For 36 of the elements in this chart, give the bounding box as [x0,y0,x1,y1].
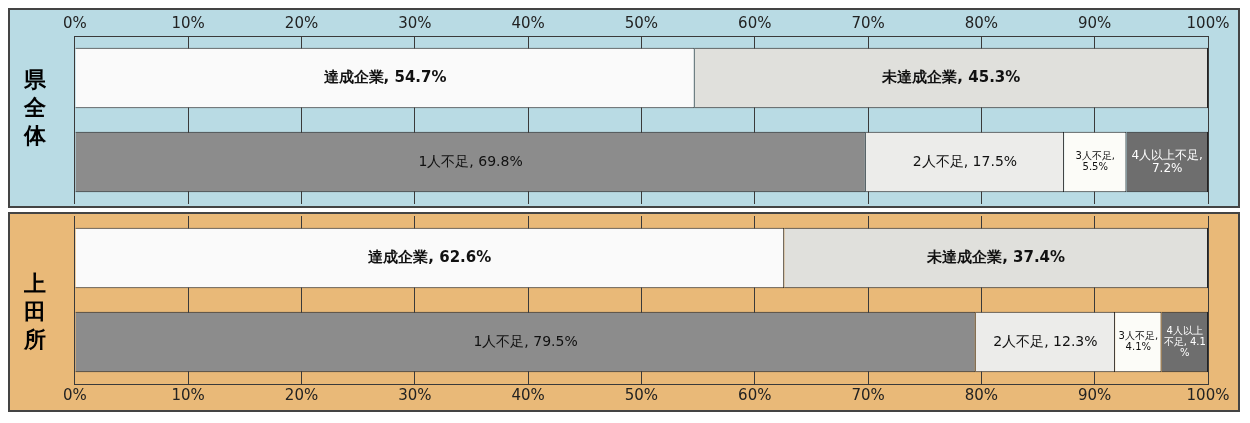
x2-tick-label: 80% [964,13,999,32]
x2-tick-label: 0% [63,13,87,32]
data-label: 3人不足, 5.5% [1075,150,1116,173]
data-label: 達成企業, 54.7% [322,67,447,86]
data-label: 達成企業, 62.6% [367,247,492,266]
data-label: 4人以上不足, 4.1% [1163,324,1206,358]
data-label: 2人不足, 12.3% [993,332,1098,349]
data-label: 未達成企業, 37.4% [926,247,1066,266]
data-label: 3人不足, 4.1% [1118,330,1159,353]
x-tick-label: 0% [63,385,87,404]
x2-tick-label: 50% [624,13,659,32]
x-tick-label: 20% [284,385,319,404]
x-tick-label: 40% [511,385,545,404]
text: 県全体 [22,66,47,150]
x-tick-label: 90% [1078,385,1112,404]
x2-tick-label: 90% [1078,13,1112,32]
x2-tick-label: 60% [738,13,772,32]
x-tick-label: 70% [851,385,885,404]
x2-tick-label: 10% [171,13,205,32]
x2-tick-label: 40% [511,13,545,32]
x-tick-label: 10% [171,385,205,404]
data-label: 1人不足, 79.5% [473,332,578,349]
x2-tick-label: 100% [1186,13,1230,32]
x-tick-label: 30% [398,385,432,404]
data-label: 4人以上不足, 7.2% [1131,147,1203,175]
x2-tick-label: 20% [284,13,319,32]
x-tick-label: 60% [738,385,772,404]
x-tick-label: 50% [624,385,659,404]
text: 上田所 [23,270,47,354]
data-label: 未達成企業, 45.3% [881,67,1021,86]
x-tick-label: 80% [964,385,999,404]
x2-tick-label: 30% [398,13,432,32]
x-tick-label: 100% [1186,385,1230,404]
x2-tick-label: 70% [851,13,885,32]
data-label: 2人不足, 17.5% [912,152,1018,169]
data-label: 1人不足, 69.8% [418,152,523,169]
